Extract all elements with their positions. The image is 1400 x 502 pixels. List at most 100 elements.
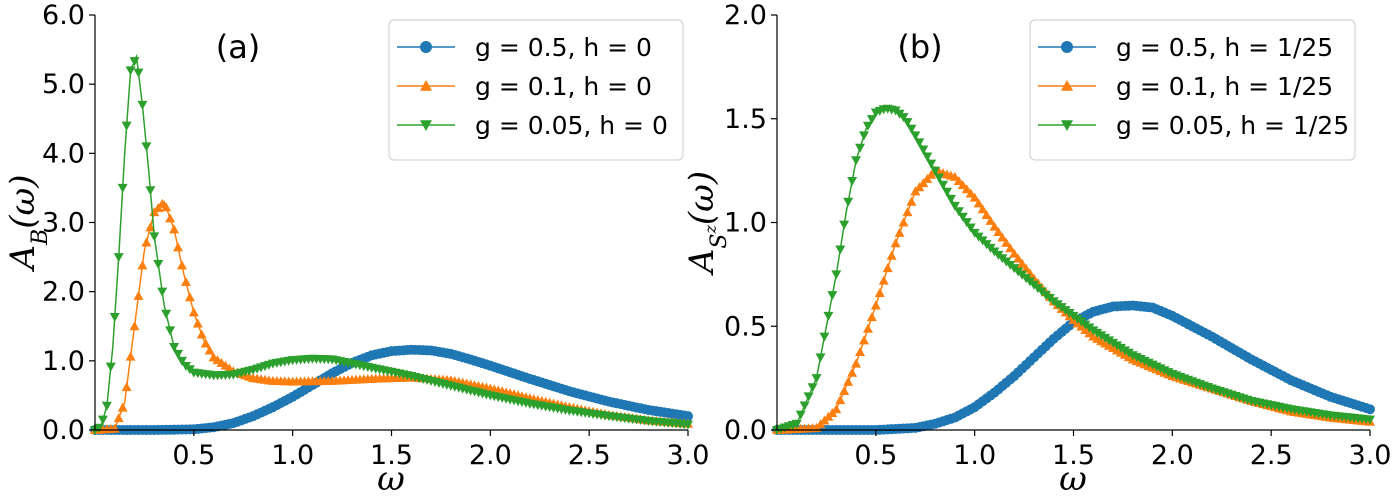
panel-a-series-2-point xyxy=(161,309,172,319)
panel-a-legend-item-1: g = 0.1, h = 0 xyxy=(397,72,652,101)
panel-b-series-1-point xyxy=(1017,258,1028,268)
panel-b-series-1-point xyxy=(949,171,960,181)
panel-a-series-1-point xyxy=(133,290,144,300)
panel-b-x-tick-label: 2.5 xyxy=(1250,440,1293,471)
panel-b-legend-marker xyxy=(1061,120,1073,131)
panel-a-y-tick-label: 2.0 xyxy=(42,277,85,308)
panel-b-series-1-point xyxy=(847,367,858,377)
panel-b-series-1-point xyxy=(839,385,850,395)
panel-b-series-2-point xyxy=(811,374,822,384)
panel-a-series-1-point xyxy=(169,224,180,234)
panel-b-y-ticks: 0.0 0.5 1.0 1.5 2.0 xyxy=(724,0,777,446)
panel-a-legend-item-0: g = 0.5, h = 0 xyxy=(397,33,652,62)
panel-b-series-1-point xyxy=(843,376,854,386)
panel-a-label: (a) xyxy=(216,28,261,66)
panel-a-series-2 xyxy=(90,53,693,435)
panel-b-series-1-point xyxy=(981,210,992,220)
panel-a-series-2-point xyxy=(101,401,112,411)
panel-a-series-1-point xyxy=(180,276,191,286)
panel-b-label: (b) xyxy=(897,28,942,66)
panel-b-series-2-point xyxy=(906,124,917,134)
panel-a-series-2-point xyxy=(169,343,180,352)
panel-b-y-tick-label: 0.5 xyxy=(724,311,767,342)
panel-a-series-2-point xyxy=(121,121,132,131)
panel-a-series-1-point xyxy=(117,402,128,412)
panel-b-series-2-point xyxy=(922,152,933,162)
panel-b-series-2-point xyxy=(910,131,921,141)
panel-a-legend-marker xyxy=(420,120,432,131)
panel-b-plot-area xyxy=(772,104,1375,435)
panel-b-series-2-point xyxy=(1365,415,1375,425)
panel-a-legend-marker xyxy=(420,80,432,91)
panel-b-legend-items: g = 0.5, h = 1/25 g = 0.1, h = 1/25 g = 0.… xyxy=(1038,33,1349,140)
panel-b-x-tick-label: 0.5 xyxy=(854,440,897,471)
panel-a-series-2-point xyxy=(93,423,104,433)
panel-a-series-1-point xyxy=(196,329,207,339)
panel-b-x-axis-label: ω xyxy=(1059,459,1087,499)
panel-b-series-1-point xyxy=(989,221,1000,231)
panel-a-series-2-point xyxy=(113,253,124,263)
panel-a-series-2-point xyxy=(153,260,164,269)
panel-b-legend-label: g = 0.5, h = 1/25 xyxy=(1116,33,1333,62)
panel-b-series-1-line xyxy=(776,169,1371,431)
panel-b-series-2-point xyxy=(835,245,846,255)
panel-b-series-1-point xyxy=(902,207,913,217)
panel-a-series-2-point xyxy=(145,186,156,196)
panel-b-y-tick-label: 2.0 xyxy=(724,0,767,31)
panel-a-series-1-point xyxy=(121,382,132,392)
panel-b-series-2-point xyxy=(965,223,976,233)
panel-a-x-tick-label: 2.5 xyxy=(568,440,611,471)
panel-b-series-2-point xyxy=(827,291,838,301)
panel-a-series-1-point xyxy=(137,260,148,270)
panel-b-series-2-point xyxy=(1088,326,1099,336)
panel-b-series-2-point xyxy=(823,311,834,321)
panel-b-series-2-point xyxy=(1111,341,1122,351)
panel-b-series-2-point xyxy=(1108,338,1119,348)
panel-a-series-2-point xyxy=(117,183,128,193)
panel-b-series-1-point xyxy=(961,184,972,194)
panel-a-legend-label: g = 0.05, h = 0 xyxy=(475,111,668,140)
panel-b-series-2 xyxy=(772,104,1375,435)
panel-b-series-1-point xyxy=(878,275,889,285)
panel-b-series-2-point xyxy=(839,220,850,230)
panel-b-series-2-point xyxy=(819,332,830,342)
panel-b-series-2-point xyxy=(803,392,814,402)
panel-a-series-0-point xyxy=(683,411,693,422)
panel-b-series-2-point xyxy=(1100,333,1111,343)
panel-a-x-tick-label: 0.5 xyxy=(172,440,215,471)
panel-b-legend-item-0: g = 0.5, h = 1/25 xyxy=(1038,33,1333,62)
panel-a-x-axis-label: ω xyxy=(377,459,405,499)
panel-b-series-2-point xyxy=(1123,348,1134,358)
panel-b-series-2-point xyxy=(902,118,913,128)
panel-b-series-1-point xyxy=(882,263,893,273)
panel-a-series-2-point xyxy=(149,232,160,242)
panel-b-series-1-point xyxy=(969,192,980,202)
panel-a-series-2-point xyxy=(125,66,136,76)
panel-a-legend-items: g = 0.5, h = 0 g = 0.1, h = 0 g = 0.05, h … xyxy=(397,33,668,140)
panel-b-series-2-point xyxy=(945,194,956,204)
panel-b-series-2-point xyxy=(914,138,925,148)
panel-b-series-1-point xyxy=(898,217,909,227)
panel-a-y-tick-label: 0.0 xyxy=(42,415,85,446)
panel-a-legend-marker xyxy=(420,41,432,53)
panel-a-y-tick-label: 4.0 xyxy=(42,138,85,169)
panel-a-legend: g = 0.5, h = 0 g = 0.1, h = 0 g = 0.05, h … xyxy=(388,19,684,161)
panel-b-series-1-point xyxy=(835,395,846,405)
panel-a-series-2-point xyxy=(157,287,168,297)
panel-a-legend-label: g = 0.1, h = 0 xyxy=(475,72,652,101)
panel-a-series-1-point xyxy=(204,345,215,355)
panel-b-series-1-point xyxy=(965,188,976,198)
panel-a-series-1-point xyxy=(192,318,203,328)
panel-a-series-1-point xyxy=(184,292,195,302)
panel-a-series-2-point xyxy=(683,420,693,430)
panel-b-series-2-point xyxy=(930,166,941,176)
panel-b-series-1 xyxy=(772,165,1375,434)
panel-b-series-2-point xyxy=(898,113,909,123)
panel-a-series-1-point xyxy=(173,242,184,252)
panel-b-legend-box xyxy=(1029,19,1356,161)
panel-b-legend-marker xyxy=(1061,41,1073,53)
panel-a-series-2-point xyxy=(109,313,120,323)
panel-b-series-2-point xyxy=(815,353,826,363)
panel-a-series-2-point xyxy=(105,362,116,372)
